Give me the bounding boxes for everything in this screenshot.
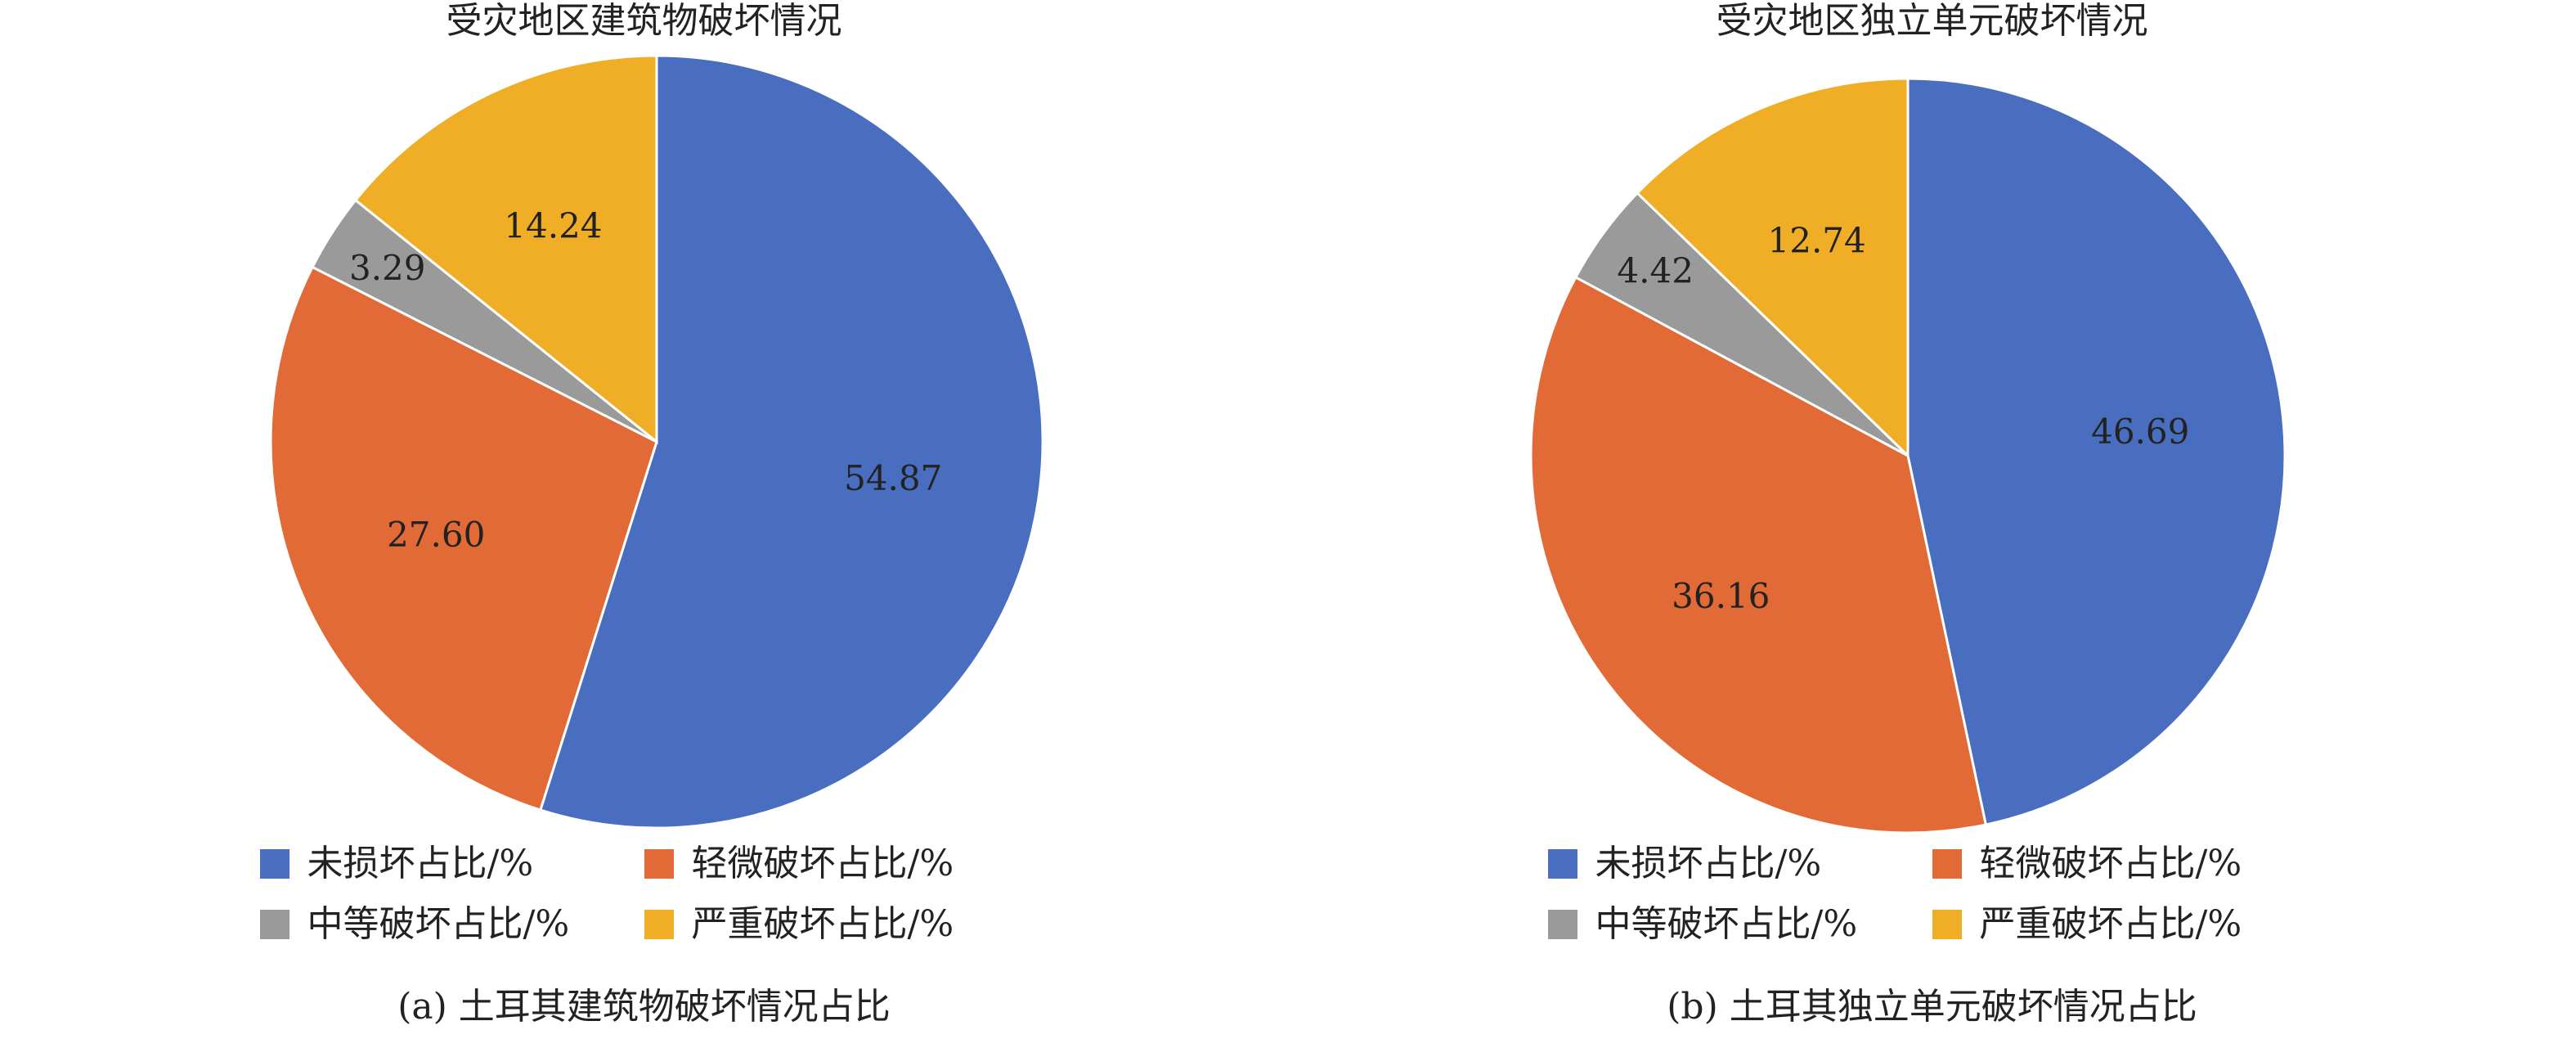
legend: 未损坏占比/% 轻微破坏占比/% 中等破坏占比/% 严重破坏占比/% (0, 843, 1288, 946)
legend-label: 中等破坏占比/% (1595, 903, 1858, 945)
slice-value-label-slight: 36.16 (1672, 576, 1770, 616)
legend-swatch-intact (1547, 849, 1577, 879)
pie-slice-severe (1636, 77, 1910, 459)
legend-swatch-slight (644, 849, 674, 879)
legend: 未损坏占比/% 轻微破坏占比/% 中等破坏占比/% 严重破坏占比/% (1288, 843, 2576, 946)
pie-chart-a: 54.87 27.60 3.29 14.24 (269, 54, 1044, 830)
legend-label: 严重破坏占比/% (1979, 903, 2242, 945)
legend-item-moderate: 中等破坏占比/% (1547, 903, 1932, 946)
slice-value-label-moderate: 4.42 (1617, 251, 1694, 291)
slice-value-label-intact: 46.69 (2091, 412, 2189, 452)
legend-label: 未损坏占比/% (1595, 843, 1822, 884)
pie-chart-b: 46.69 36.16 4.42 12.74 (1529, 77, 2287, 834)
chart-title: 受灾地区建筑物破坏情况 (446, 0, 842, 42)
figure-caption: (b) 土耳其独立单元破坏情况占比 (1667, 986, 2197, 1028)
slice-value-label-slight: 27.60 (387, 515, 485, 555)
legend-label: 轻微破坏占比/% (1979, 843, 2242, 884)
legend-swatch-slight (1932, 849, 1962, 879)
legend-item-slight: 轻微破坏占比/% (644, 843, 1029, 885)
legend-swatch-moderate (1547, 910, 1577, 939)
legend-label: 严重破坏占比/% (691, 903, 954, 945)
legend-item-slight: 轻微破坏占比/% (1932, 843, 2317, 885)
pie-slice-intact (538, 54, 1044, 830)
legend-swatch-severe (1932, 910, 1962, 939)
legend-item-severe: 严重破坏占比/% (644, 903, 1029, 946)
legend-swatch-moderate (259, 910, 289, 939)
slice-value-label-severe: 12.74 (1768, 220, 1866, 260)
legend-item-moderate: 中等破坏占比/% (259, 903, 644, 946)
legend-label: 轻微破坏占比/% (691, 843, 954, 884)
pie-slice-severe (353, 54, 658, 445)
legend-swatch-intact (259, 849, 289, 879)
legend-item-severe: 严重破坏占比/% (1932, 903, 2317, 946)
slice-value-label-moderate: 3.29 (349, 248, 426, 288)
chart-title: 受灾地区独立单元破坏情况 (1716, 0, 2148, 42)
chart-panel-b: 受灾地区独立单元破坏情况 46.69 36.16 4.42 12.74 未损坏占比/%… (1288, 0, 2576, 1039)
pie-slice-slight (269, 265, 658, 812)
legend-item-intact: 未损坏占比/% (259, 843, 644, 885)
pie-slice-intact (1906, 77, 2287, 826)
legend-label: 中等破坏占比/% (307, 903, 570, 945)
pie-slice-slight (1529, 275, 1988, 834)
chart-panel-a: 受灾地区建筑物破坏情况 54.87 27.60 3.29 14.24 未损坏占比/% … (0, 0, 1288, 1028)
figure-caption: (a) 土耳其建筑物破坏情况占比 (397, 986, 891, 1028)
slice-value-label-severe: 14.24 (504, 206, 602, 246)
slice-value-label-intact: 54.87 (844, 458, 942, 498)
legend-swatch-severe (644, 910, 674, 939)
legend-item-intact: 未损坏占比/% (1547, 843, 1932, 885)
legend-label: 未损坏占比/% (307, 843, 534, 884)
